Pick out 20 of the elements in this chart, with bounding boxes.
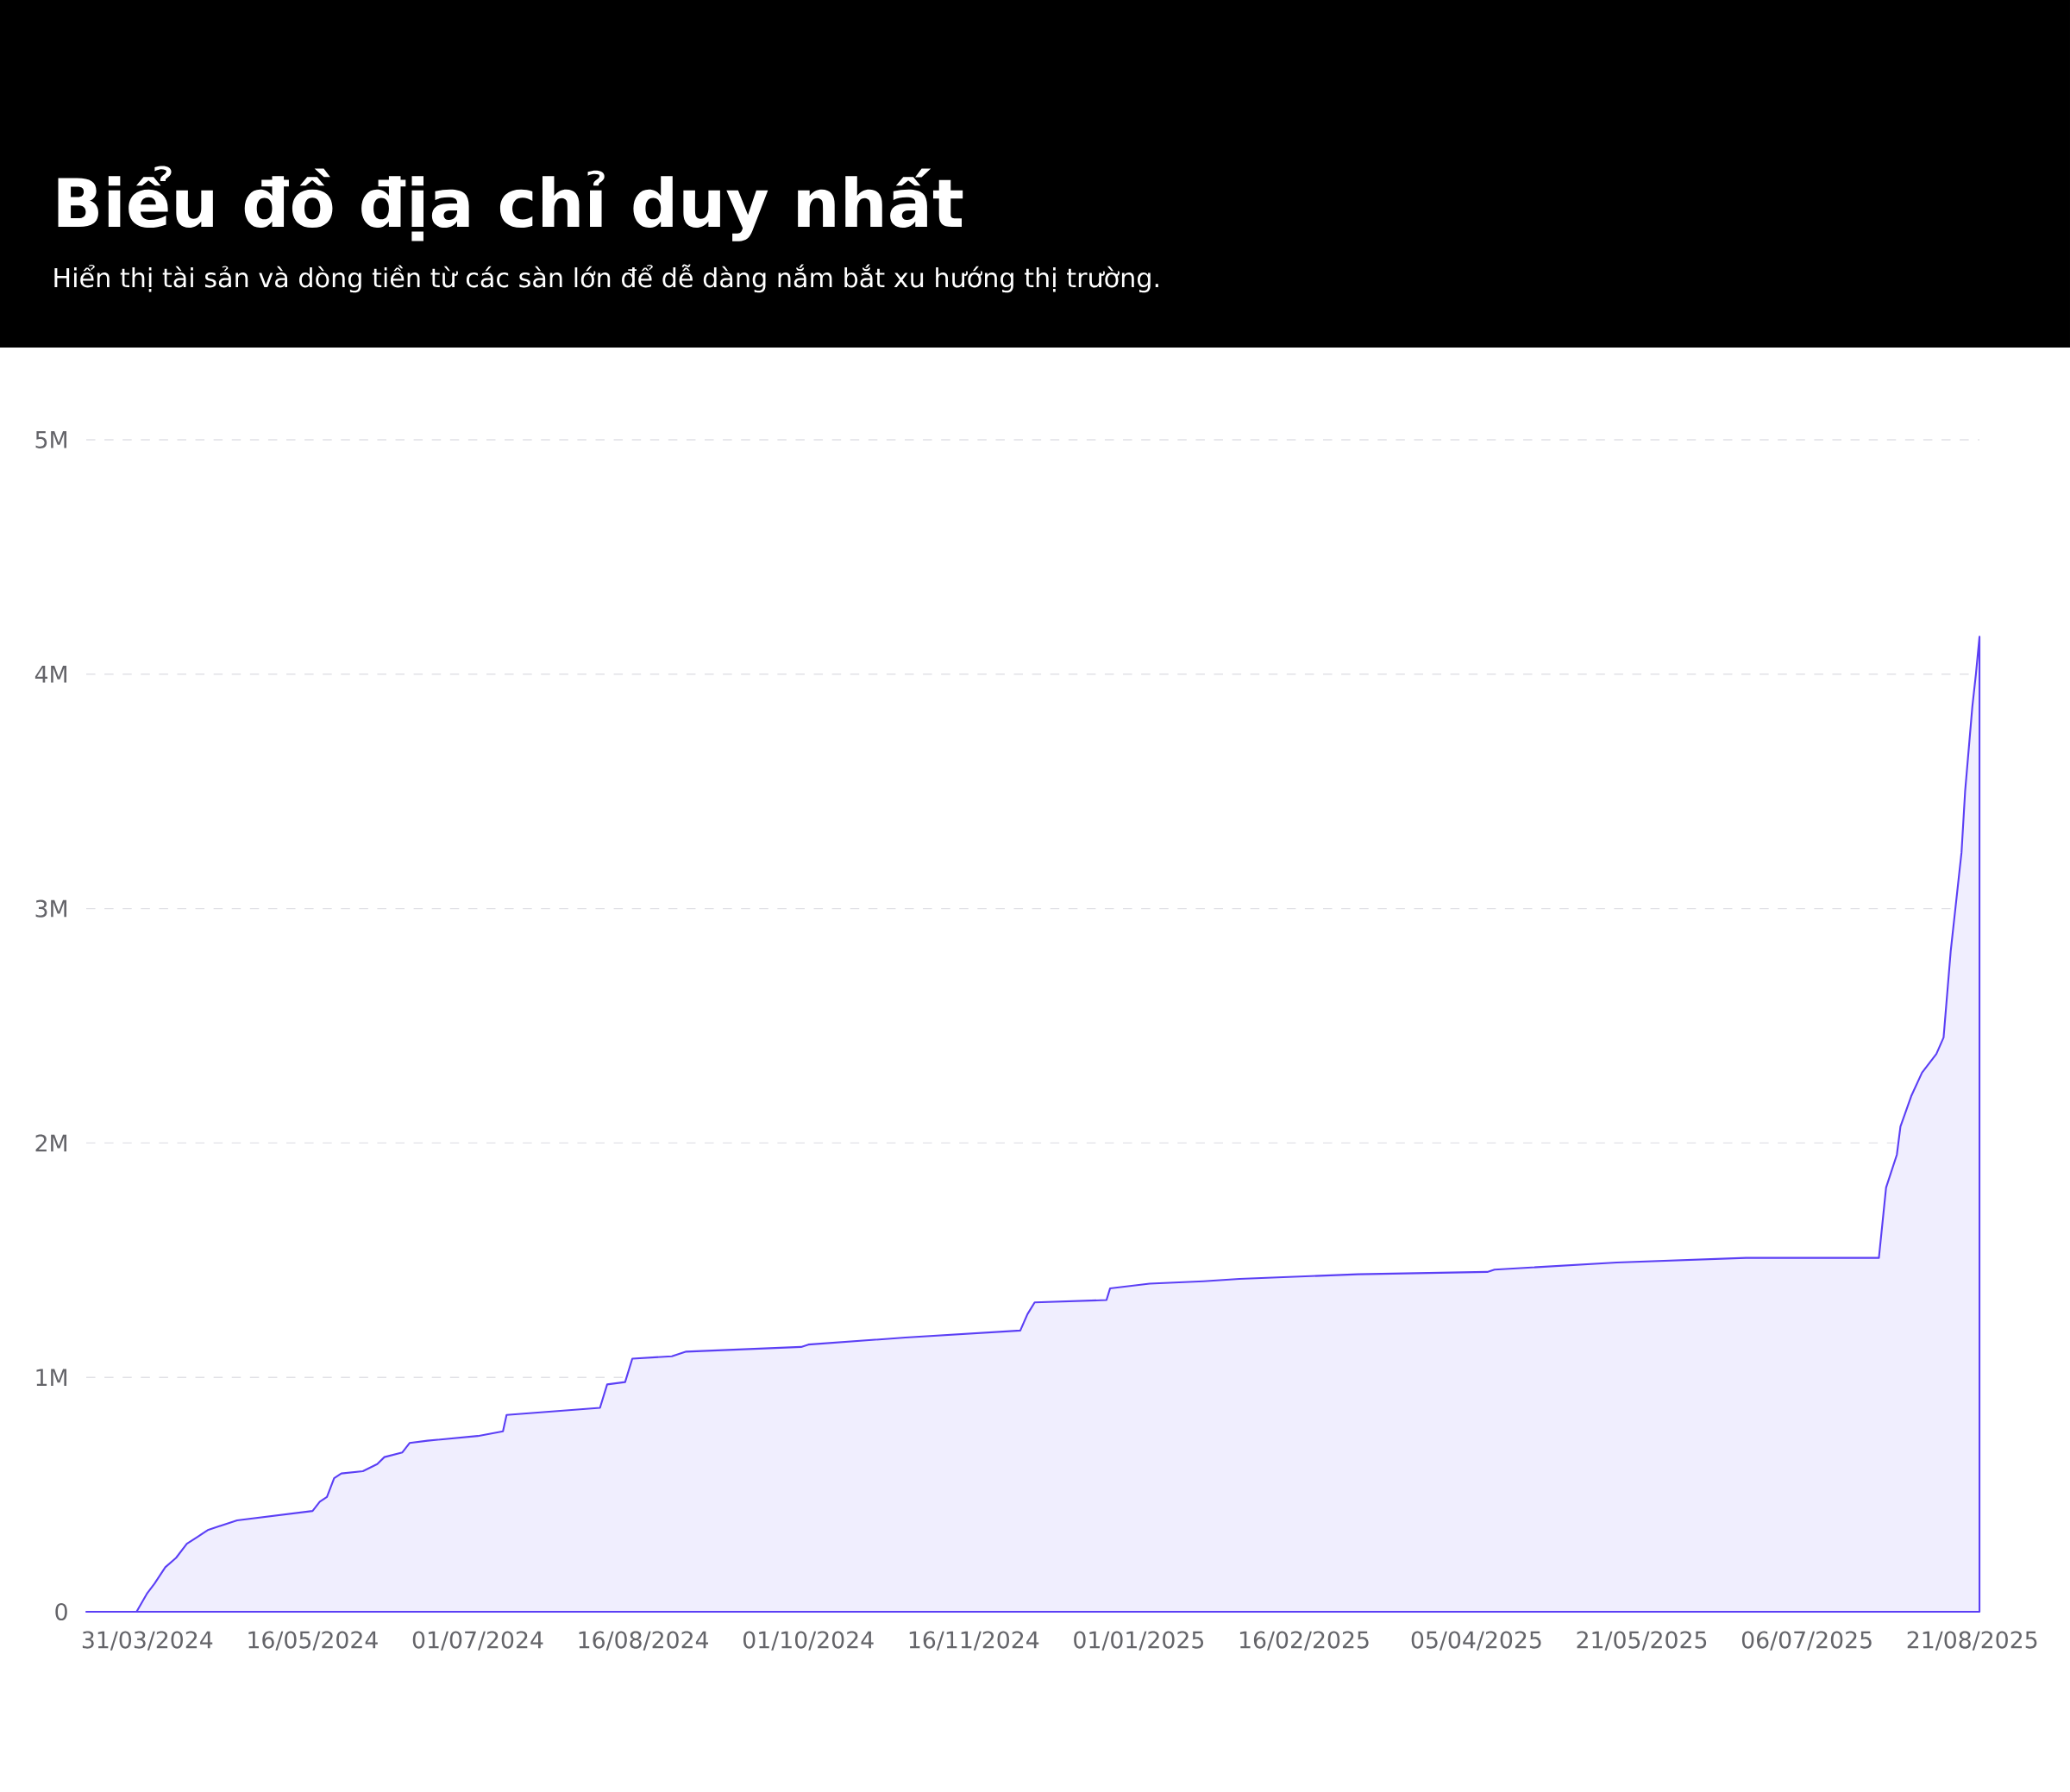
x-tick-label: 16/02/2025 <box>1239 1631 1369 1651</box>
x-tick-label: 05/04/2025 <box>1411 1631 1541 1651</box>
x-tick-label: 01/07/2024 <box>412 1631 543 1651</box>
x-tick-label: 21/08/2025 <box>1907 1631 2037 1651</box>
y-tick-label: 2M <box>35 1134 66 1152</box>
chart-title: Biểu đồ địa chỉ duy nhất <box>58 166 963 241</box>
y-tick-label: 0 <box>55 1602 67 1621</box>
x-tick-label: 01/01/2025 <box>1074 1631 1204 1651</box>
x-tick-label: 16/08/2024 <box>579 1631 709 1651</box>
y-tick-label: 3M <box>35 899 66 918</box>
x-tick-label: 16/11/2024 <box>909 1631 1039 1651</box>
y-tick-label: 5M <box>35 431 66 448</box>
x-tick-label: 01/10/2024 <box>743 1631 874 1651</box>
y-tick-label: 1M <box>36 1369 66 1386</box>
y-tick-label: 4M <box>34 666 66 683</box>
x-tick-label: 06/07/2025 <box>1741 1631 1872 1651</box>
x-tick-label: 31/03/2024 <box>82 1631 213 1651</box>
x-tick-label: 16/05/2024 <box>248 1631 378 1651</box>
x-tick-label: 21/05/2025 <box>1577 1631 1707 1651</box>
chart-subtitle: Hiển thị tài sản và dòng tiền từ các sàn lớn để dễ dàng nắm bắt xu hướng thị trường. <box>54 264 1158 293</box>
